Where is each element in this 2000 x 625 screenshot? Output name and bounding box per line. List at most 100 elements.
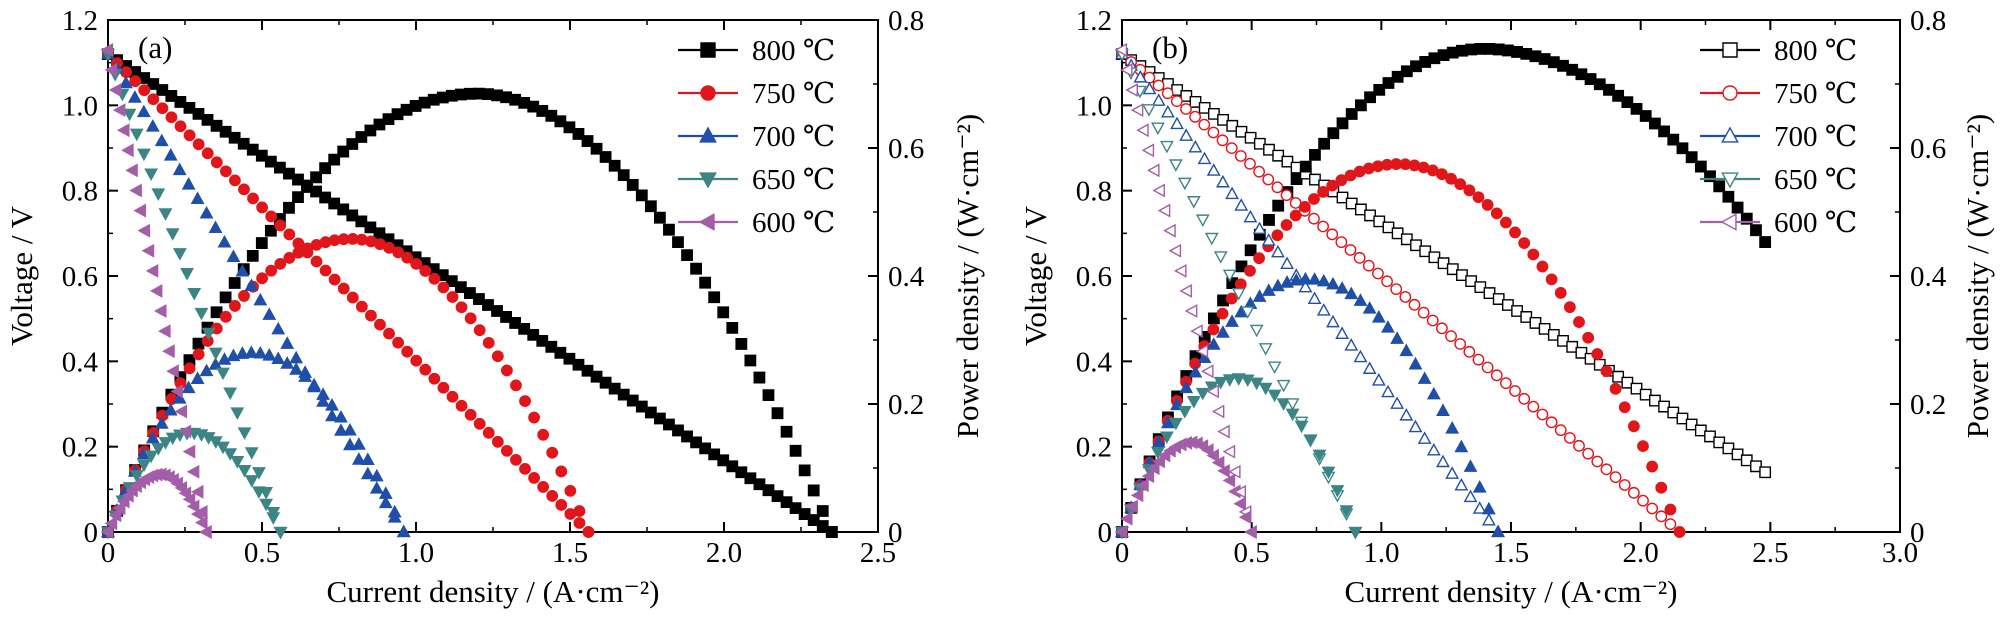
voltage-point xyxy=(374,318,386,331)
power-point xyxy=(1253,252,1266,265)
power-point xyxy=(454,88,467,101)
voltage-point xyxy=(1159,140,1174,154)
voltage-point xyxy=(365,309,377,322)
power-point xyxy=(145,430,160,444)
power-point xyxy=(681,249,693,262)
power-point xyxy=(1330,485,1345,498)
legend-item: 700 ℃ xyxy=(678,121,835,153)
series-800C xyxy=(102,48,838,538)
power-point xyxy=(1152,454,1165,469)
voltage-point xyxy=(182,444,196,459)
voltage-point xyxy=(125,163,138,178)
voltage-point xyxy=(1157,203,1171,218)
power-point xyxy=(1225,292,1238,305)
legend-item: 650 ℃ xyxy=(1700,164,1857,196)
power-point xyxy=(182,492,196,507)
power-point xyxy=(482,336,495,349)
panel-label: (b) xyxy=(1152,30,1188,65)
power-point xyxy=(378,486,393,499)
power-point xyxy=(1527,248,1540,261)
power-point xyxy=(445,89,458,102)
power-point xyxy=(1573,316,1585,328)
voltage-point xyxy=(1258,343,1273,356)
voltage-point xyxy=(219,165,232,178)
voltage-point xyxy=(1151,122,1165,136)
power-point xyxy=(192,348,205,361)
voltage-point xyxy=(1463,345,1476,358)
voltage-point xyxy=(1142,81,1157,95)
power-point xyxy=(183,362,196,375)
voltage-point xyxy=(1173,263,1187,278)
voltage-point xyxy=(1234,150,1247,162)
power-point xyxy=(1272,199,1285,212)
y-right-axis-title: Power density / (W·cm⁻²) xyxy=(1960,114,1995,438)
power-point xyxy=(1160,415,1175,429)
voltage-point xyxy=(1372,267,1384,280)
voltage-point xyxy=(1184,304,1198,318)
power-point xyxy=(1722,190,1735,203)
panel-label: (a) xyxy=(138,30,172,65)
power-point xyxy=(1345,108,1358,120)
voltage-point xyxy=(1130,103,1144,118)
voltage-point xyxy=(235,263,250,277)
power-point xyxy=(1244,264,1256,277)
power-point xyxy=(216,441,230,455)
power-point xyxy=(271,351,286,365)
power-point xyxy=(1263,214,1275,226)
power-point xyxy=(1391,70,1404,83)
voltage-point xyxy=(244,447,259,460)
voltage-point xyxy=(491,435,504,448)
power-point xyxy=(1222,473,1236,488)
voltage-point xyxy=(1201,364,1214,379)
legend-label: 800 ℃ xyxy=(752,35,835,67)
voltage-point xyxy=(1298,279,1313,293)
voltage-point xyxy=(1195,214,1210,227)
power-point xyxy=(1238,510,1252,525)
series-600C xyxy=(100,42,212,539)
voltage-point xyxy=(1197,151,1212,165)
voltage-point xyxy=(1316,303,1331,316)
power-point xyxy=(1188,364,1203,378)
voltage-point xyxy=(129,75,142,88)
y-right-tick-label: 0.2 xyxy=(1910,389,1946,421)
y-right-tick-label: 0.4 xyxy=(888,261,925,293)
y-right-tick-label: 0.6 xyxy=(1910,133,1946,165)
power-point xyxy=(1252,289,1267,302)
voltage-point xyxy=(174,120,187,133)
power-point xyxy=(1136,478,1149,493)
voltage-point xyxy=(190,484,204,499)
x-tick-label: 2.5 xyxy=(860,537,896,569)
voltage-point xyxy=(1545,416,1558,429)
voltage-point xyxy=(1141,143,1155,158)
power-point xyxy=(1217,463,1230,478)
power-point xyxy=(266,512,281,525)
voltage-point xyxy=(1399,408,1414,421)
voltage-point xyxy=(1119,63,1133,77)
voltage-point xyxy=(325,408,339,422)
power-point xyxy=(1327,127,1340,140)
power-point xyxy=(1294,420,1309,434)
power-point xyxy=(283,201,295,214)
power-point xyxy=(1399,343,1414,357)
y-right-tick-label: 0.6 xyxy=(888,133,924,165)
power-point xyxy=(1258,382,1273,396)
power-point xyxy=(351,437,366,450)
voltage-point xyxy=(1472,501,1487,514)
power-point xyxy=(1335,174,1348,187)
voltage-point xyxy=(1399,291,1412,303)
y-left-tick-label: 1.2 xyxy=(62,5,98,37)
power-point xyxy=(116,494,130,509)
voltage-point xyxy=(1133,70,1148,83)
voltage-point xyxy=(1244,157,1256,170)
y-right-tick-label: 0 xyxy=(1910,517,1925,549)
voltage-point xyxy=(149,284,163,298)
voltage-point xyxy=(141,243,155,258)
power-point xyxy=(298,369,313,382)
power-point xyxy=(1316,273,1331,287)
power-point xyxy=(644,200,657,213)
voltage-point xyxy=(127,90,142,103)
power-point xyxy=(1373,83,1386,96)
voltage-point xyxy=(1267,361,1282,375)
voltage-point xyxy=(1253,165,1266,178)
